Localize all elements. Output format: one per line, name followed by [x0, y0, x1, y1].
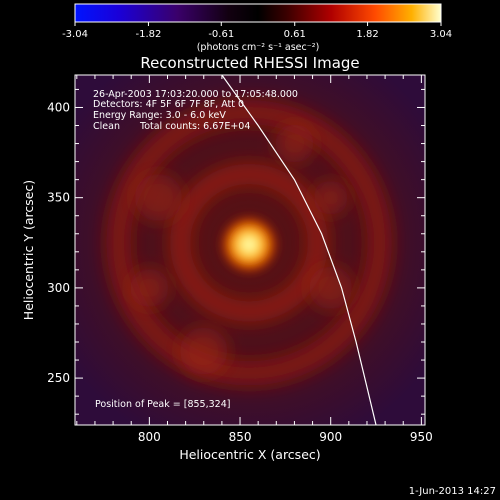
plot-frame [74, 74, 426, 426]
colorbar-ticks: -3.04 -1.82 -0.61 0.61 1.82 3.04 [62, 22, 452, 40]
y-axis-label: Heliocentric Y (arcsec) [21, 180, 36, 320]
emission-ring [170, 163, 329, 322]
solar-limb-line [221, 75, 377, 425]
colorbar-tick-label: 1.82 [356, 29, 378, 40]
colorbar-tick-label: 3.04 [430, 29, 452, 40]
annotation-clean: Clean [93, 121, 120, 132]
x-axis-label: Heliocentric X (arcsec) [179, 447, 320, 462]
colorbar-tick-label: -1.82 [136, 29, 162, 40]
x-tick-label: 950 [410, 430, 433, 444]
y-tick-label: 350 [47, 191, 70, 205]
colorbar-gradient [74, 3, 442, 23]
emission-blob [274, 123, 315, 164]
chart-title: Reconstructed RHESSI Image [140, 54, 359, 72]
y-tick-label: 300 [47, 281, 70, 295]
emission-blob [313, 180, 349, 216]
emission-blob [179, 327, 228, 375]
colorbar-tick-label: -0.61 [208, 29, 234, 40]
emission-blob [134, 173, 183, 222]
emission-blob [308, 266, 353, 310]
x-tick-label: 850 [229, 430, 252, 444]
colorbar: -3.04 -1.82 -0.61 0.61 1.82 3.04 (photons cm⁻… [62, 3, 452, 53]
annotation-detectors: Detectors: 4F 5F 6F 7F 8F, Att 0 [93, 99, 244, 110]
x-tick-label: 900 [319, 430, 342, 444]
peak-position-label: Position of Peak = [855,324] [95, 399, 230, 410]
x-tick-label: 800 [138, 430, 161, 444]
emission-blobs [129, 123, 353, 375]
y-tick-label: 400 [47, 100, 70, 114]
colorbar-tick-label: 0.61 [284, 29, 306, 40]
y-tick-label: 250 [47, 371, 70, 385]
colorbar-unit-label: (photons cm⁻² s⁻¹ asec⁻²) [197, 42, 320, 53]
annotation-time-range: 26-Apr-2003 17:03:20.000 to 17:05:48.000 [93, 89, 298, 100]
peak-source [219, 214, 280, 275]
emission-blob [129, 268, 169, 308]
footer-date: 1-Jun-2013 14:27 [409, 486, 496, 497]
annotation-total-counts: Total counts: 6.67E+04 [139, 121, 250, 132]
x-axis-ticks: 800 850 900 950 [76, 75, 433, 444]
image-area [75, 75, 425, 425]
colorbar-tick-label: -3.04 [62, 29, 88, 40]
y-axis-ticks: 250 300 350 400 [47, 88, 425, 415]
annotation-energy-range: Energy Range: 3.0 - 6.0 keV [93, 110, 226, 121]
